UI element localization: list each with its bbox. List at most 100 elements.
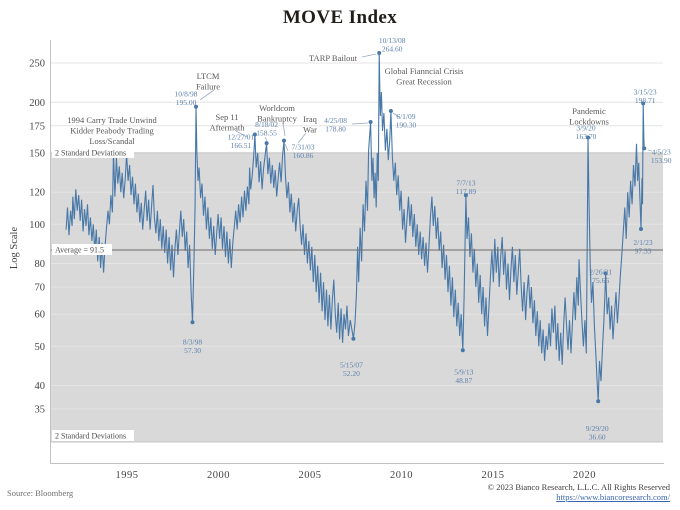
marker-value: 178.80 — [325, 125, 346, 134]
marker-value: 163.70 — [576, 132, 597, 141]
event-label: Worldcom — [259, 103, 295, 113]
marker-value: 160.86 — [293, 151, 314, 160]
marker-date: 10/13/08 — [379, 36, 406, 45]
y-tick-label: 150 — [29, 148, 45, 159]
band-label-bottom-bg — [52, 430, 134, 441]
leader-line — [199, 89, 215, 101]
marker-date: 8/18/02 — [255, 120, 278, 129]
marker-date: 7/7/13 — [456, 178, 475, 187]
marker-date: 8/3/98 — [183, 337, 202, 346]
marker-value: 198.71 — [635, 96, 656, 105]
x-tick-label: 1995 — [116, 470, 139, 481]
event-label: Global Fianncial Crisis — [385, 66, 464, 76]
biancoresearch-link[interactable]: https://www.biancoresearch.com/ — [556, 491, 670, 502]
marker-value: 52.20 — [343, 369, 360, 378]
event-label: Sep 11 — [215, 112, 238, 122]
x-tick-label: 2010 — [390, 470, 413, 481]
leader-line — [282, 122, 286, 137]
leader-line — [361, 53, 377, 58]
y-tick-label: 100 — [29, 220, 45, 231]
y-tick-label: 50 — [35, 342, 46, 353]
y-tick-label: 120 — [29, 188, 45, 199]
marker-dot — [642, 146, 647, 151]
marker-value: 166.51 — [231, 141, 252, 150]
event-label: War — [303, 125, 317, 135]
marker-date: 12/27/01 — [228, 133, 255, 142]
event-label: Great Recession — [396, 77, 452, 87]
y-tick-label: 175 — [29, 121, 45, 132]
marker-dot — [252, 132, 257, 137]
marker-dot — [377, 51, 382, 55]
marker-dot — [639, 227, 643, 231]
marker-dot — [190, 320, 195, 325]
marker-value: 48.87 — [455, 376, 472, 385]
marker-dot — [586, 135, 590, 140]
event-label: Loss/Scandal — [89, 136, 135, 146]
copyright-text: © 2023 Bianco Research, L.L.C. All Right… — [487, 482, 670, 492]
y-tick-label: 250 — [29, 59, 45, 70]
y-axis-title: Log Scale — [9, 227, 20, 270]
event-label: 1994 Carry Trade Unwind — [67, 115, 157, 125]
marker-value: 153.90 — [651, 156, 672, 165]
average-label: Average = 91.5 — [55, 246, 104, 255]
marker-dot — [264, 141, 269, 146]
marker-value: 97.33 — [635, 247, 652, 256]
marker-value: 190.30 — [396, 121, 417, 130]
y-tick-label: 70 — [35, 283, 46, 294]
series-line — [65, 52, 645, 402]
event-label: TARP Bailout — [309, 53, 358, 63]
leader-line — [264, 136, 268, 142]
event-label: Iraq — [303, 114, 317, 124]
marker-dot — [460, 348, 465, 353]
marker-dot — [368, 120, 373, 124]
y-tick-label: 35 — [35, 405, 46, 416]
y-tick-label: 200 — [29, 98, 45, 109]
y-tick-label: 40 — [35, 381, 46, 392]
marker-date: 4/5/23 — [652, 147, 671, 156]
y-tick-label: 80 — [35, 259, 46, 270]
marker-date: 2/26/21 — [589, 267, 612, 276]
marker-value: 36.60 — [589, 433, 606, 442]
event-label: Failure — [196, 82, 220, 92]
marker-dot — [463, 193, 468, 198]
marker-value: 195.00 — [176, 98, 197, 107]
marker-dot — [282, 138, 286, 143]
marker-value: 57.30 — [184, 346, 201, 355]
event-label: Aftermath — [210, 123, 246, 133]
marker-dot — [603, 271, 608, 276]
leader-line — [351, 122, 369, 125]
marker-date: 3/15/23 — [634, 87, 657, 96]
marker-value: 264.60 — [382, 45, 403, 54]
leader-line — [647, 149, 653, 152]
event-label: Pandemic — [572, 106, 606, 116]
x-tick-label: 2020 — [573, 470, 596, 481]
footer-credit: © 2023 Bianco Research, L.L.C. All Right… — [487, 482, 670, 502]
marker-dot — [351, 336, 356, 341]
leader-line — [284, 143, 289, 152]
marker-date: 9/29/20 — [586, 424, 609, 433]
event-label: Lockdowns — [569, 117, 609, 127]
marker-date: 2/1/23 — [633, 238, 652, 247]
marker-dot — [596, 399, 601, 404]
marker-value: 117.89 — [456, 187, 477, 196]
x-tick-label: 2015 — [482, 470, 505, 481]
marker-date: 7/31/03 — [292, 143, 315, 152]
marker-date: 4/25/08 — [324, 116, 347, 125]
marker-dot — [641, 101, 646, 106]
source-label: Source: Bloomberg — [7, 488, 74, 498]
marker-date: 10/8/98 — [175, 90, 198, 99]
marker-value: 75.66 — [592, 276, 609, 285]
marker-date: 6/1/09 — [396, 112, 415, 121]
event-label: Kidder Peabody Trading — [70, 126, 154, 136]
marker-value: 158.55 — [256, 129, 277, 138]
leader-line — [235, 130, 248, 138]
y-tick-label: 60 — [35, 310, 46, 321]
marker-dot — [194, 104, 198, 109]
marker-dot — [388, 109, 393, 113]
event-label: Bankruptcy — [257, 114, 297, 124]
std-dev-band — [51, 152, 663, 442]
band-label-top: 2 Standard Deviations — [55, 148, 126, 157]
marker-date: 5/9/13 — [454, 367, 473, 376]
